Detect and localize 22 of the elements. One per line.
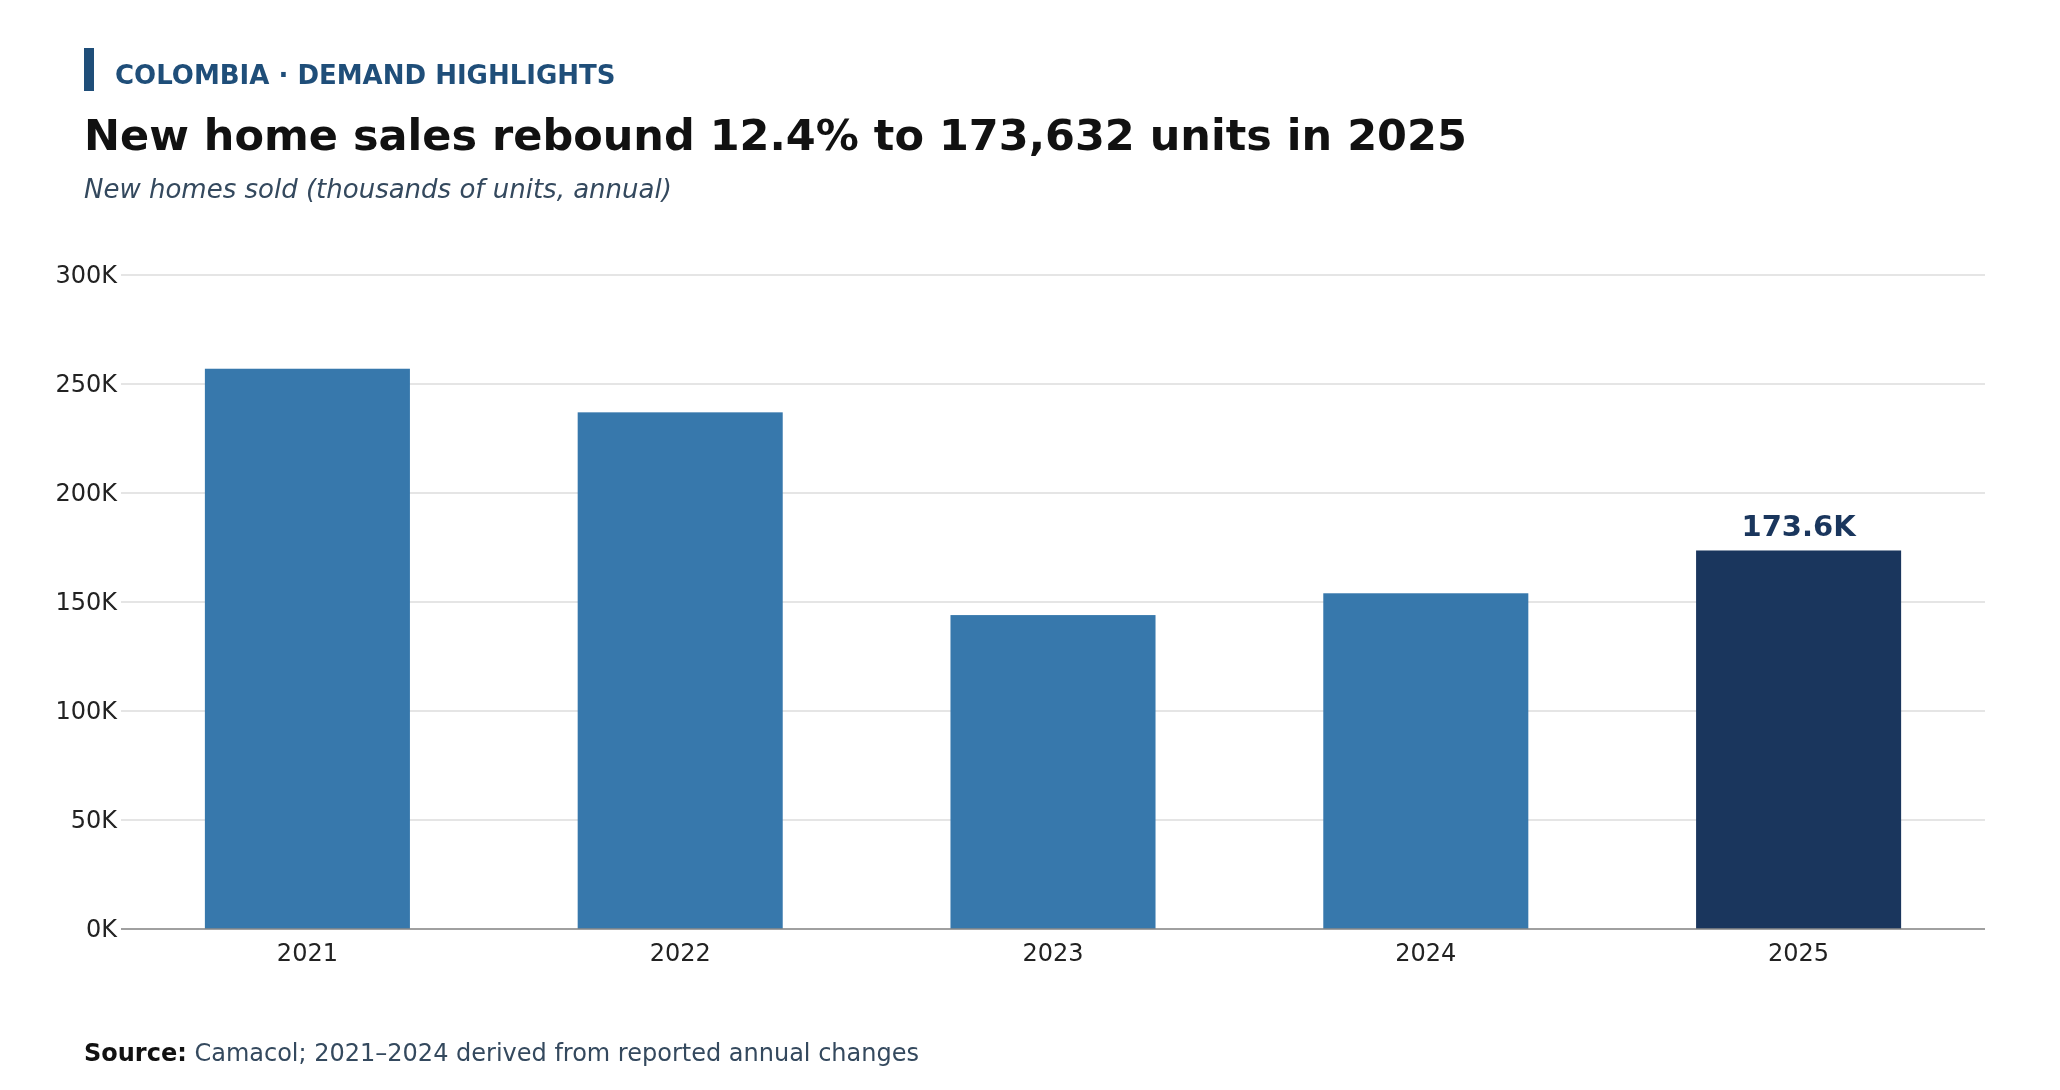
data-label: 173.6K	[1741, 509, 1858, 544]
y-tick-label: 150K	[55, 588, 119, 617]
bar	[577, 412, 783, 929]
bar	[1696, 550, 1902, 929]
y-tick-label: 300K	[55, 261, 119, 290]
y-tick-label: 250K	[55, 370, 119, 399]
x-tick-label: 2022	[649, 939, 711, 967]
bar	[950, 615, 1156, 929]
y-tick-label: 200K	[55, 479, 119, 508]
y-tick-label: 0K	[85, 915, 119, 944]
text: COLOMBIA · DEMAND HIGHLIGHTS	[115, 60, 616, 90]
y-tick-label: 100K	[55, 697, 119, 726]
x-tick-label: 2021	[276, 939, 338, 967]
chart-subtitle: New homes sold (thousands of units, annual)	[84, 174, 672, 204]
x-tick-label: 2023	[1022, 939, 1084, 967]
x-tick-label: 2025	[1768, 939, 1830, 967]
y-tick-label: 50K	[70, 806, 119, 835]
x-tick-label: 2024	[1395, 939, 1457, 967]
source-note: Source: Camacol; 2021–2024 derived from reported annual changes	[84, 1039, 919, 1067]
bar	[1323, 593, 1529, 929]
chart-title: New home sales rebound 12.4% to 173,632 units in 2025	[84, 110, 1467, 160]
bar	[204, 368, 410, 929]
